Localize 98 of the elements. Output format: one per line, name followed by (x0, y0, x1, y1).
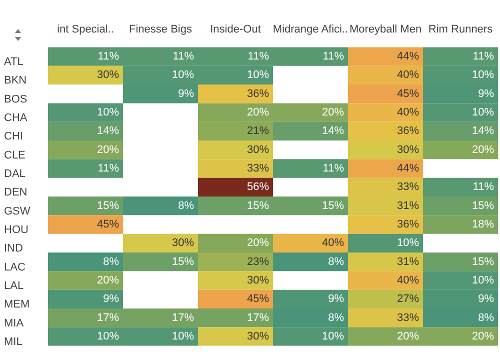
y-tick-label: BKN (4, 74, 27, 87)
data-label: 30% (172, 237, 194, 250)
x-tick-label: Rim Runners (428, 24, 494, 36)
data-label: 10% (396, 237, 420, 250)
y-tick-label: MIL (4, 336, 22, 348)
data-label: 11% (98, 162, 120, 175)
y-tick-label: MEM (4, 298, 30, 311)
data-label: 11% (172, 50, 194, 63)
data-label: 20% (472, 144, 494, 156)
data-label: 30% (396, 144, 420, 156)
data-label: 8% (103, 256, 120, 268)
data-label: 9% (178, 88, 194, 100)
data-label: 30% (246, 330, 270, 342)
data-label: 9% (103, 293, 120, 306)
data-label: 21% (246, 125, 270, 138)
data-label: 20% (246, 106, 270, 119)
data-label: 17% (172, 312, 194, 324)
data-label: 20% (396, 330, 420, 342)
data-label: 8% (478, 312, 494, 324)
y-tick-label: CHA (4, 112, 28, 124)
x-tick-label: Moreyball Men (349, 24, 422, 36)
data-label: 36% (396, 125, 420, 138)
data-label: 10% (322, 330, 344, 342)
x-tick-label: Inside-Out (210, 24, 261, 36)
data-label: 33% (396, 181, 420, 194)
data-label: 27% (396, 293, 420, 306)
data-label: 45% (396, 88, 420, 100)
y-tick-label: DEN (4, 186, 28, 199)
data-label: 11% (322, 50, 344, 63)
data-label: 40% (322, 237, 344, 250)
data-label: 8% (178, 200, 194, 212)
data-label: 40% (396, 69, 420, 82)
data-label: 15% (472, 256, 494, 268)
data-label: 10% (172, 330, 194, 342)
y-tick-label: IND (4, 242, 23, 255)
y-tick-label: ATL (4, 56, 24, 68)
data-label: 30% (246, 144, 270, 156)
data-label: 23% (246, 256, 270, 268)
x-tick-label: int Special.. (57, 24, 114, 36)
data-label: 20% (322, 106, 344, 119)
data-label: 11% (322, 162, 344, 175)
data-label: 10% (96, 106, 120, 119)
y-tick-label: BOS (4, 93, 28, 106)
data-label: 40% (396, 106, 420, 119)
data-label: 44% (396, 50, 420, 63)
data-label: 31% (396, 256, 420, 268)
data-label: 11% (98, 50, 120, 63)
data-label: 33% (396, 312, 420, 324)
data-label: 9% (478, 293, 494, 306)
data-label: 33% (246, 162, 270, 175)
y-tick-label: GSW (4, 205, 31, 218)
data-label: 30% (246, 274, 270, 287)
data-label: 17% (96, 312, 120, 324)
data-label: 31% (396, 200, 420, 212)
data-label: 14% (322, 125, 344, 138)
data-label: 9% (328, 293, 344, 306)
data-label: 10% (472, 106, 494, 119)
y-tick-label: CHI (4, 130, 23, 143)
y-tick-label: LAL (4, 280, 24, 292)
data-label: 8% (328, 256, 344, 268)
data-label: 10% (472, 274, 494, 287)
data-label: 20% (96, 274, 120, 287)
data-label: 10% (472, 69, 494, 82)
data-label: 45% (246, 293, 270, 306)
data-label: 14% (96, 125, 120, 138)
data-label: 40% (396, 274, 420, 287)
y-tick-label: DAL (4, 168, 26, 180)
data-label: 20% (246, 237, 270, 250)
data-label: 20% (472, 330, 494, 342)
data-label: 15% (322, 200, 344, 212)
data-label: 10% (246, 69, 270, 82)
data-label: 20% (96, 144, 120, 156)
data-label: 11% (472, 181, 494, 194)
data-label: 44% (396, 162, 420, 175)
data-label: 11% (472, 50, 494, 63)
y-tick-label: MIA (4, 317, 24, 330)
data-label: 10% (172, 69, 194, 82)
data-label: 45% (96, 218, 120, 231)
data-label: 36% (396, 218, 420, 231)
data-label: 9% (478, 88, 494, 100)
data-label: 11% (248, 50, 270, 63)
data-label: 10% (96, 330, 120, 342)
data-label: 15% (472, 200, 494, 212)
data-label: 56% (246, 181, 270, 194)
data-label: 36% (246, 88, 270, 100)
y-tick-label: CLE (4, 149, 26, 162)
data-label: 14% (472, 125, 494, 138)
y-tick-label: HOU (4, 224, 28, 236)
data-label: 30% (96, 69, 120, 82)
data-label: 18% (472, 218, 494, 231)
data-label: 15% (172, 256, 194, 268)
data-label: 17% (246, 312, 270, 324)
y-tick-label: LAC (4, 261, 26, 274)
x-tick-label: Finesse Bigs (129, 24, 192, 36)
data-label: 8% (328, 312, 344, 324)
data-label: 15% (246, 200, 270, 212)
x-tick-label: Midrange Afici.. (272, 24, 348, 36)
data-label: 15% (96, 200, 120, 212)
